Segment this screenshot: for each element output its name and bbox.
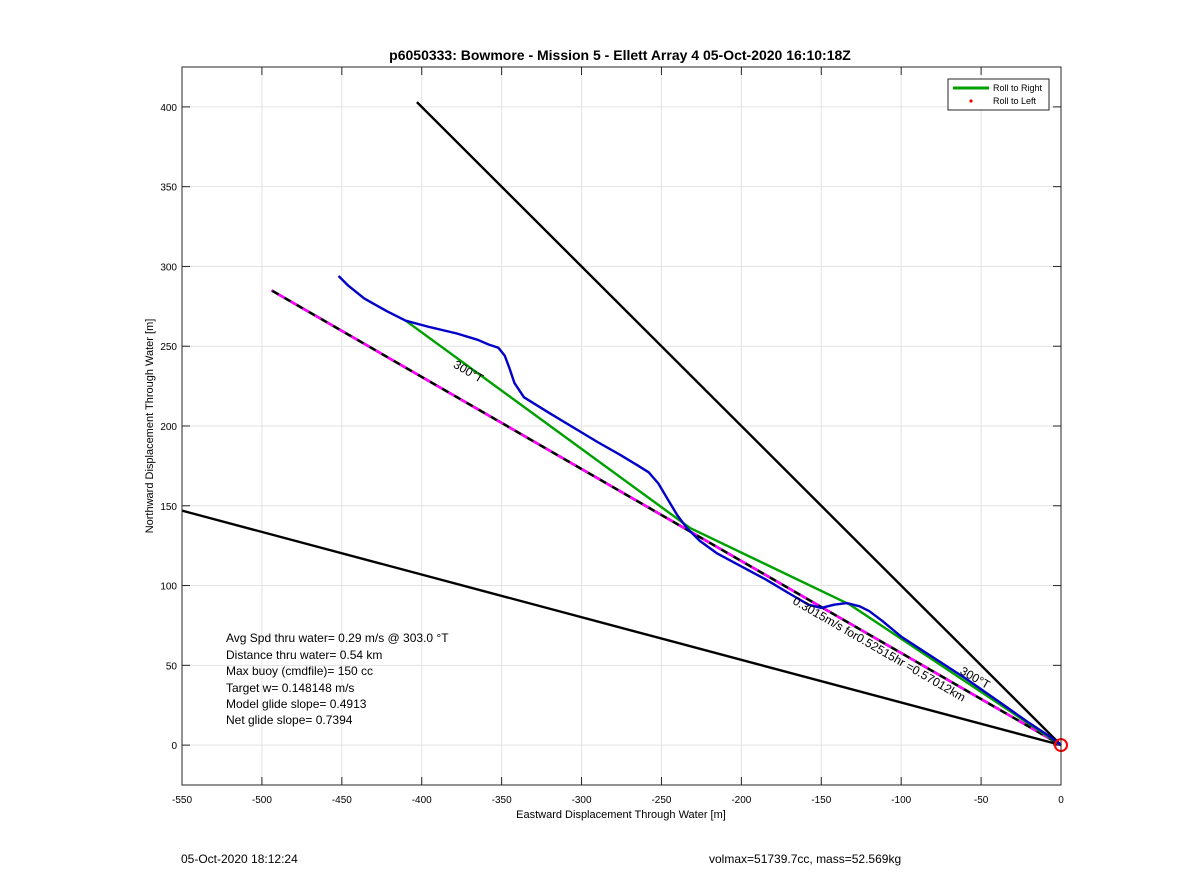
dashed-heading-line [270,289,1062,747]
x-tick-label: -300 [572,795,592,806]
chart-title: p6050333: Bowmore - Mission 5 - Ellett A… [389,47,851,63]
x-tick-label: -450 [332,795,352,806]
legend: Roll to Right Roll to Left [947,78,1050,111]
plot-frame [181,66,1062,786]
legend-label-roll-left: Roll to Left [993,96,1037,106]
x-tick-label: -150 [811,795,831,806]
info-line: Distance thru water= 0.54 km [226,648,382,662]
y-tick-label: 300 [160,262,177,273]
x-tick-label: -250 [651,795,671,806]
series-group [181,101,1068,753]
info-line: Avg Spd thru water= 0.29 m/s @ 303.0 °T [226,631,449,645]
legend-box [947,78,1050,111]
green-track-line [404,319,1062,747]
y-tick-label: 150 [160,502,177,513]
vol-mass-text: volmax=51739.7cc, mass=52.569kg [709,852,902,866]
x-tick-label: -350 [492,795,512,806]
legend-dot-roll-left [969,99,973,103]
info-line: Model glide slope= 0.4913 [226,697,367,711]
x-tick-label: -200 [731,795,751,806]
x-tick-label: -400 [412,795,432,806]
blue-path-line [337,275,1062,747]
upper-bound-line [416,101,1062,746]
y-tick-label: 250 [160,342,177,353]
y-tick-label: 0 [171,741,177,752]
x-tick-label: -100 [891,795,911,806]
printed-date: 05-Oct-2020 18:12:24 [181,852,298,866]
legend-label-roll-right: Roll to Right [993,83,1043,93]
info-line: Target w= 0.148148 m/s [226,681,354,695]
y-tick-label: 100 [160,582,177,593]
lower-bound-line [181,509,1062,747]
x-axis-label: Eastward Displacement Through Water [m] [516,809,726,821]
info-line: Max buoy (cmdfile)= 150 cc [226,664,373,678]
y-axis-label: Northward Displacement Through Water [m] [144,319,156,534]
y-tick-label: 200 [160,422,177,433]
info-text-block: Avg Spd thru water= 0.29 m/s @ 303.0 °T … [226,631,449,727]
x-tick-label: -50 [974,795,989,806]
y-tick-label: 350 [160,183,177,194]
axis-ticks: -550 -500 -450 -400 -350 -300 -250 -200 -150 -100… [160,67,1064,806]
info-line: Net glide slope= 0.7394 [226,713,353,727]
x-tick-label: -500 [252,795,272,806]
x-tick-label: 0 [1058,795,1064,806]
y-tick-label: 400 [160,103,177,114]
x-tick-label: -550 [172,795,192,806]
y-tick-label: 50 [166,661,178,672]
